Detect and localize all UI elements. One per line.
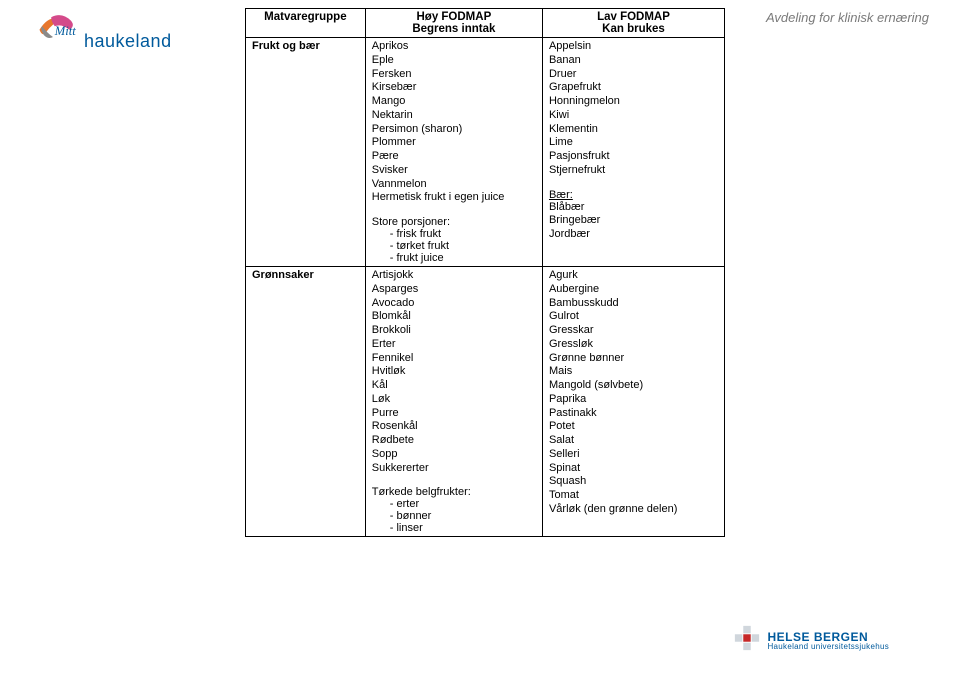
low-items: Agurk Aubergine Bambusskudd Gulrot Gress… — [549, 269, 718, 517]
footer-brand-l1: HELSE BERGEN — [767, 631, 889, 643]
svg-text:Mitt: Mitt — [54, 24, 76, 38]
footer-brand-l2: Haukeland universitetssjukehus — [767, 643, 889, 651]
high-section-label: Store porsjoner: — [372, 216, 536, 228]
list-item: tørket frukt — [390, 240, 536, 252]
col-header-low: Lav FODMAP Kan brukes — [542, 9, 724, 38]
high-section-label: Tørkede belgfrukter: — [372, 486, 536, 498]
high-items: Aprikos Eple Fersken Kirsebær Mango Nekt… — [372, 40, 536, 205]
col-header-low-l2: Kan brukes — [602, 23, 665, 35]
list-item: frisk frukt — [390, 228, 536, 240]
row-low-cell: Agurk Aubergine Bambusskudd Gulrot Gress… — [542, 267, 724, 537]
list-item: bønner — [390, 510, 536, 522]
row-group-cell: Grønnsaker — [246, 267, 366, 537]
row-low-cell: Appelsin Banan Druer Grapefrukt Honningm… — [542, 38, 724, 267]
high-items: Artisjokk Asparges Avocado Blomkål Brokk… — [372, 269, 536, 475]
list-item: erter — [390, 498, 536, 510]
col-header-high: Høy FODMAP Begrens inntak — [365, 9, 542, 38]
helse-bergen-text: HELSE BERGEN Haukeland universitetssjuke… — [767, 631, 889, 651]
col-header-low-l1: Lav FODMAP — [597, 11, 670, 23]
col-header-group: Matvaregruppe — [246, 9, 366, 38]
department-label: Avdeling for klinisk ernæring — [766, 10, 929, 25]
row-high-cell: Aprikos Eple Fersken Kirsebær Mango Nekt… — [365, 38, 542, 267]
fodmap-table: Matvaregruppe Høy FODMAP Begrens inntak … — [245, 8, 725, 537]
haukeland-logo: Mitt haukeland — [35, 10, 185, 55]
high-sub-list: erterbønnerlinser — [372, 498, 536, 534]
logo-mark: Mitt — [35, 10, 80, 55]
col-header-high-l1: Høy FODMAP — [416, 11, 491, 23]
col-header-group-text: Matvaregruppe — [264, 11, 346, 23]
table-header-row: Matvaregruppe Høy FODMAP Begrens inntak … — [246, 9, 725, 38]
helse-bergen-mark — [733, 624, 761, 657]
row-high-cell: Artisjokk Asparges Avocado Blomkål Brokk… — [365, 267, 542, 537]
list-item: linser — [390, 522, 536, 534]
low-section-label: Bær: — [549, 189, 718, 201]
logo-text: haukeland — [84, 31, 172, 52]
col-header-high-l2: Begrens inntak — [412, 23, 495, 35]
low-items: Appelsin Banan Druer Grapefrukt Honningm… — [549, 40, 718, 178]
fodmap-table-container: Matvaregruppe Høy FODMAP Begrens inntak … — [245, 8, 725, 537]
helse-bergen-logo: HELSE BERGEN Haukeland universitetssjuke… — [733, 624, 889, 657]
low-after-items: Blåbær Bringebær Jordbær — [549, 201, 718, 242]
row-group-cell: Frukt og bær — [246, 38, 366, 267]
table-row: Frukt og bærAprikos Eple Fersken Kirsebæ… — [246, 38, 725, 267]
high-sub-list: frisk frukttørket fruktfrukt juice — [372, 228, 536, 264]
table-row: GrønnsakerArtisjokk Asparges Avocado Blo… — [246, 267, 725, 537]
list-item: frukt juice — [390, 252, 536, 264]
